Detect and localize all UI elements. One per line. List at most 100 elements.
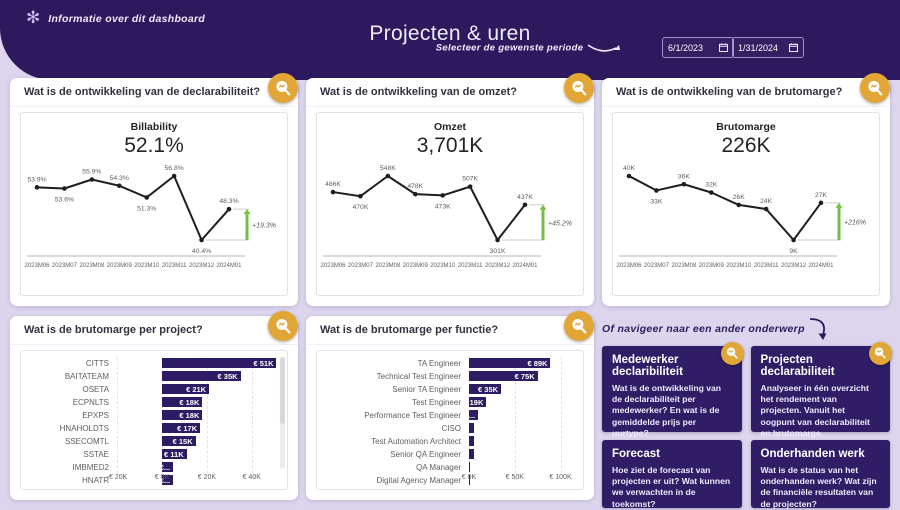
dashboard-info-link[interactable]: ✻ Informatie over dit dashboard <box>26 10 205 27</box>
line-chart: +216% 40K 2023M06 33K 2023M07 36K 2023M08 32K 20… <box>616 165 866 269</box>
data-point[interactable] <box>654 188 659 193</box>
category-label: Senior TA Engineer <box>392 385 461 394</box>
bar[interactable] <box>469 436 475 446</box>
curved-arrow-icon <box>587 44 620 52</box>
zoom-insight-badge[interactable] <box>564 73 594 103</box>
svg-text:437K: 437K <box>517 194 533 201</box>
data-point[interactable] <box>736 202 742 208</box>
bar-value-label: ... <box>469 410 476 420</box>
bar-row: € 35K <box>117 370 281 383</box>
bar[interactable]: € 21K <box>161 384 210 394</box>
data-point[interactable] <box>358 193 363 199</box>
bar[interactable]: € 51K <box>161 358 277 368</box>
bar[interactable]: € 19K <box>469 397 487 407</box>
zoom-insight-badge[interactable] <box>720 342 744 365</box>
bar-row <box>469 474 577 487</box>
data-point[interactable] <box>495 237 500 243</box>
svg-text:2023M09: 2023M09 <box>107 263 133 269</box>
axis-tick-label: € 20K <box>197 474 217 481</box>
data-point[interactable] <box>199 237 204 243</box>
data-point[interactable] <box>791 237 796 243</box>
data-point[interactable] <box>385 173 391 179</box>
bar-chart: CITTS BAITATEAM OSETA ECPNLTS EPXPS HNAHOLDTS… <box>25 357 281 487</box>
bar[interactable]: € 89K <box>469 358 551 368</box>
svg-text:2023M11: 2023M11 <box>754 263 779 269</box>
date-to-value: 1/31/2024 <box>738 42 779 53</box>
data-point[interactable] <box>330 189 336 195</box>
bar[interactable] <box>469 462 471 472</box>
axis-tick-label: € 0K <box>154 474 170 481</box>
zoom-insight-badge[interactable] <box>860 73 890 103</box>
data-point[interactable] <box>818 200 824 206</box>
nav-card-projecten-declarabiliteit[interactable]: Projecten declarabiliteit Analyseer in é… <box>750 342 892 438</box>
period-label: Selecteer de gewenste periode <box>435 42 584 54</box>
data-point[interactable] <box>522 202 528 208</box>
nav-card-forecast[interactable]: Forecast Hoe ziet de forecast van projec… <box>602 440 742 509</box>
bar-row <box>469 461 577 474</box>
svg-text:548K: 548K <box>380 165 396 172</box>
data-point[interactable] <box>440 193 446 198</box>
chart-total: 226K <box>721 134 771 157</box>
zoom-insight-badge[interactable] <box>268 73 298 103</box>
bar[interactable] <box>469 423 475 433</box>
zoom-insight-badge[interactable] <box>564 311 594 341</box>
data-point[interactable] <box>412 191 418 197</box>
bar[interactable]: €... <box>161 462 174 472</box>
page-title: Projecten & uren <box>369 22 531 45</box>
axis-tick-label: € 50K <box>505 474 524 481</box>
svg-text:2023M08: 2023M08 <box>79 263 105 269</box>
bar[interactable]: € 15K <box>161 436 196 446</box>
data-point[interactable] <box>708 190 714 195</box>
data-point[interactable] <box>116 183 122 189</box>
bar[interactable] <box>469 449 474 459</box>
info-label: Informatie over dit dashboard <box>48 12 206 25</box>
nav-card-onderhanden-werk[interactable]: Onderhanden werk Wat is de status van he… <box>750 440 890 509</box>
svg-text:32K: 32K <box>705 182 718 189</box>
date-to-input[interactable]: 1/31/2024 <box>732 37 804 58</box>
category-label: IMBMED2 <box>72 463 109 472</box>
data-point[interactable] <box>34 185 40 190</box>
date-from-input[interactable]: 6/1/2023 <box>662 37 734 58</box>
bar[interactable]: € 11K <box>161 449 187 459</box>
bar[interactable]: € 35K <box>161 371 241 381</box>
nav-card-body: Analyseer in één overzicht het rendement… <box>760 383 870 438</box>
data-point[interactable] <box>681 181 687 187</box>
bar[interactable] <box>469 475 471 485</box>
nav-card-title: Forecast <box>612 448 660 460</box>
svg-text:24K: 24K <box>760 198 773 205</box>
data-point[interactable] <box>89 177 95 182</box>
nav-card-medewerker-declarabiliteit[interactable]: Medewerker declaribiliteit Wat is de ont… <box>602 342 744 438</box>
svg-text:2023M11: 2023M11 <box>458 263 483 269</box>
bar[interactable]: €... <box>161 475 174 485</box>
bar[interactable]: € 18K <box>161 397 203 407</box>
scrollbar[interactable] <box>280 357 285 469</box>
panel-question: Wat is de ontwikkeling van de brutomarge… <box>602 78 890 107</box>
data-point[interactable] <box>763 206 769 212</box>
axis-tick-label: € 40K <box>242 474 261 481</box>
chart-title: Omzet <box>433 121 467 133</box>
zoom-insight-badge[interactable] <box>268 311 298 341</box>
data-point[interactable] <box>62 186 67 191</box>
zoom-insight-badge[interactable] <box>869 342 892 365</box>
data-point[interactable] <box>467 184 473 189</box>
line-chart: +19.3% 53.9% 2023M06 53.6% 2023M07 55.9% 2023M… <box>24 165 275 269</box>
data-point[interactable] <box>626 173 632 179</box>
bar[interactable]: € 17K <box>161 423 201 433</box>
data-point[interactable] <box>171 173 177 179</box>
chart-card: Omzet 3,701K +45.2% 486K 2023M06 470K 2023M0… <box>316 112 584 296</box>
bar[interactable]: € 75K <box>469 371 538 381</box>
bar[interactable]: € 18K <box>161 410 203 420</box>
svg-text:40K: 40K <box>623 165 636 172</box>
svg-text:36K: 36K <box>678 173 691 180</box>
bar-value-label: € 35K <box>478 384 499 394</box>
data-point[interactable] <box>144 195 150 200</box>
category-label: QA Manager <box>416 463 461 472</box>
category-label: CITTS <box>85 359 109 368</box>
gridline <box>251 357 253 473</box>
chart-card: TA Engineer Technical Test Engineer Senior… <box>316 350 584 490</box>
nav-card-title: Projecten declarabiliteit <box>760 354 835 378</box>
bar[interactable]: € 35K <box>469 384 502 394</box>
svg-text:51.3%: 51.3% <box>137 205 156 212</box>
data-point[interactable] <box>226 206 232 212</box>
bar[interactable]: ... <box>469 410 479 420</box>
